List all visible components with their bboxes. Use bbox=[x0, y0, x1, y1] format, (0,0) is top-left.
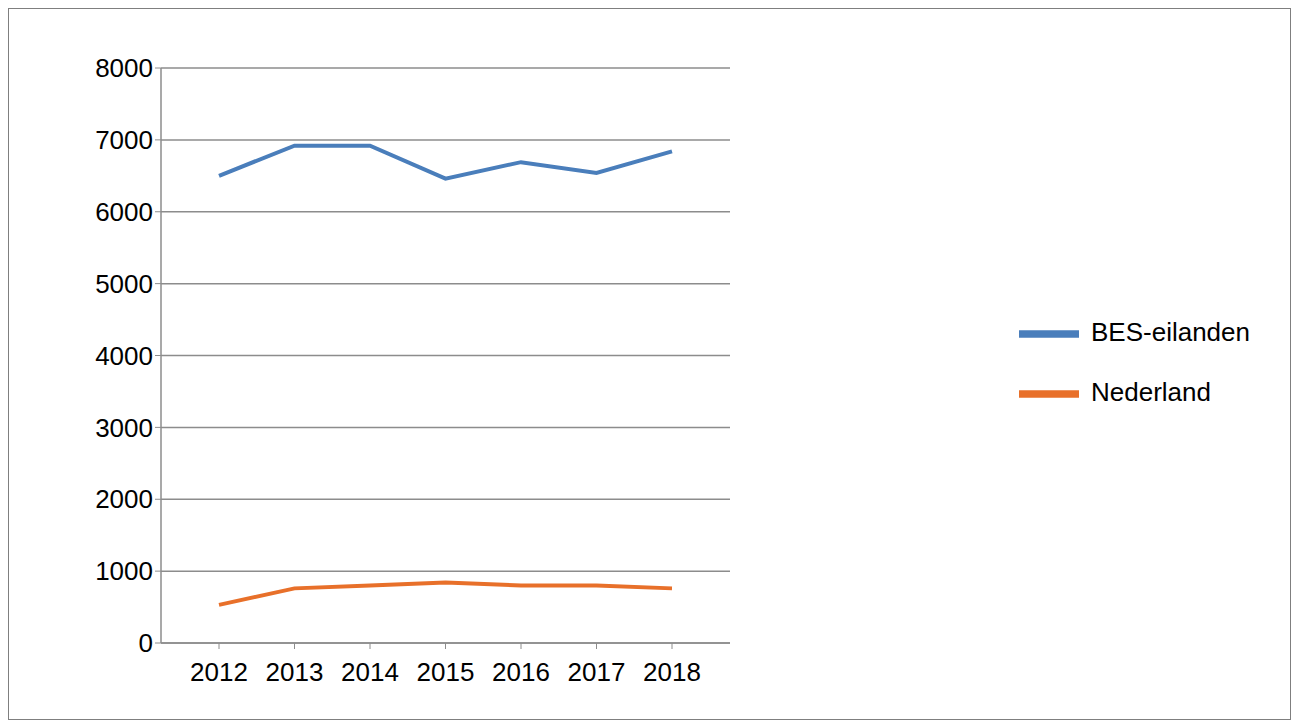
svg-text:2015: 2015 bbox=[417, 657, 475, 687]
svg-text:3000: 3000 bbox=[95, 413, 153, 443]
svg-text:5000: 5000 bbox=[95, 269, 153, 299]
svg-text:2017: 2017 bbox=[568, 657, 626, 687]
svg-text:2014: 2014 bbox=[341, 657, 399, 687]
html-text:Nederland: Nederland bbox=[1091, 376, 1211, 407]
svg-text:8000: 8000 bbox=[95, 53, 153, 83]
svg-text:2000: 2000 bbox=[95, 484, 153, 514]
svg-text:2012: 2012 bbox=[190, 657, 248, 687]
svg-text:7000: 7000 bbox=[95, 125, 153, 155]
svg-text:2018: 2018 bbox=[643, 657, 701, 687]
svg-text:6000: 6000 bbox=[95, 197, 153, 227]
svg-text:0: 0 bbox=[139, 628, 153, 658]
html-text:BES-eilanden: BES-eilanden bbox=[1091, 316, 1250, 347]
svg-text:2013: 2013 bbox=[266, 657, 324, 687]
svg-text:4000: 4000 bbox=[95, 341, 153, 371]
svg-text:1000: 1000 bbox=[95, 556, 153, 586]
svg-text:2016: 2016 bbox=[492, 657, 550, 687]
